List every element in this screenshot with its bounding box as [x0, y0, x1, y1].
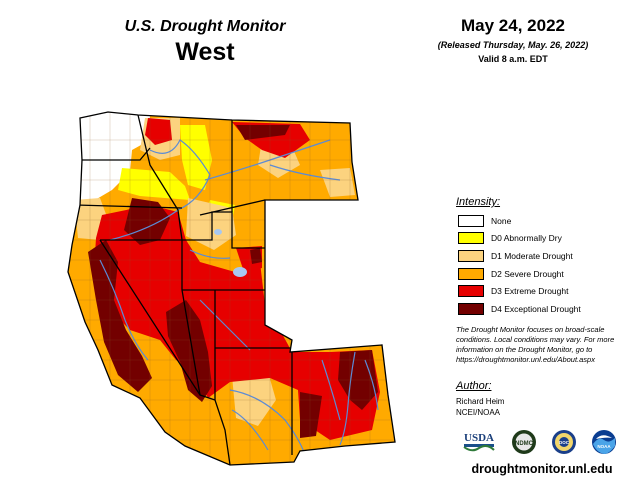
area-d1	[320, 168, 355, 197]
author-org: NCEI/NOAA	[456, 408, 501, 417]
area-d4	[236, 125, 290, 140]
area-d0	[118, 168, 190, 200]
legend-label: D1 Moderate Drought	[491, 250, 573, 261]
area-d3	[145, 118, 172, 145]
area-d1	[232, 372, 276, 426]
area-d4	[88, 240, 152, 392]
region-title: West	[175, 38, 235, 66]
legend-title: Intensity:	[456, 196, 501, 208]
drought-areas	[68, 112, 395, 465]
area-d4	[300, 392, 322, 438]
svg-text:USDA: USDA	[464, 432, 494, 444]
legend-label: D3 Extreme Drought	[491, 286, 569, 297]
legend-item: D1 Moderate Drought	[458, 247, 581, 265]
svg-text:NDMC: NDMC	[515, 441, 534, 447]
west-region-outline	[67, 111, 396, 466]
area-d4	[124, 198, 170, 245]
legend-swatch	[458, 302, 484, 315]
legend-item: D0 Abnormally Dry	[458, 230, 581, 248]
ndmc-logo: NDMC	[512, 430, 536, 454]
legend-swatch	[458, 267, 484, 280]
legend-label: D4 Exceptional Drought	[491, 303, 581, 314]
state-borders	[75, 114, 293, 465]
lake	[214, 229, 222, 235]
author-heading: Author:	[456, 380, 492, 392]
svg-text:DOC: DOC	[559, 440, 570, 445]
great-salt-lake	[233, 267, 247, 277]
area-d4	[166, 300, 212, 402]
legend: None D0 Abnormally Dry D1 Moderate Drought…	[458, 212, 581, 318]
legend-item: D4 Exceptional Drought	[458, 300, 581, 318]
legend-label: None	[491, 215, 512, 226]
legend-item: None	[458, 212, 581, 230]
noaa-logo: NOAA	[592, 430, 616, 454]
map-title: U.S. Drought Monitor	[124, 18, 286, 35]
usda-logo: USDA	[463, 432, 495, 452]
legend-item: D3 Extreme Drought	[458, 282, 581, 300]
legend-swatch	[458, 285, 484, 298]
website-url[interactable]: droughtmonitor.unl.edu	[471, 462, 613, 476]
doc-logo: DOC	[552, 430, 576, 454]
map-date: May 24, 2022	[461, 16, 565, 35]
drought-map	[67, 111, 396, 466]
svg-text:NOAA: NOAA	[597, 444, 611, 449]
area-d4	[250, 248, 262, 264]
legend-swatch	[458, 249, 484, 262]
disclaimer-note: The Drought Monitor focuses on broad-sca…	[456, 325, 615, 364]
legend-label: D0 Abnormally Dry	[491, 233, 562, 244]
release-date: (Released Thursday, May. 26, 2022)	[437, 40, 589, 50]
legend-swatch	[458, 232, 484, 245]
author-name: Richard Heim	[456, 397, 505, 406]
legend-swatch	[458, 214, 484, 227]
legend-label: D2 Severe Drought	[491, 268, 564, 279]
partner-logos: USDA NDMC DOC NOAA	[463, 430, 616, 454]
area-d1	[186, 198, 236, 250]
area-d0	[180, 125, 212, 190]
legend-item: D2 Severe Drought	[458, 265, 581, 283]
valid-time: Valid 8 a.m. EDT	[478, 54, 548, 64]
area-d3	[94, 205, 380, 440]
